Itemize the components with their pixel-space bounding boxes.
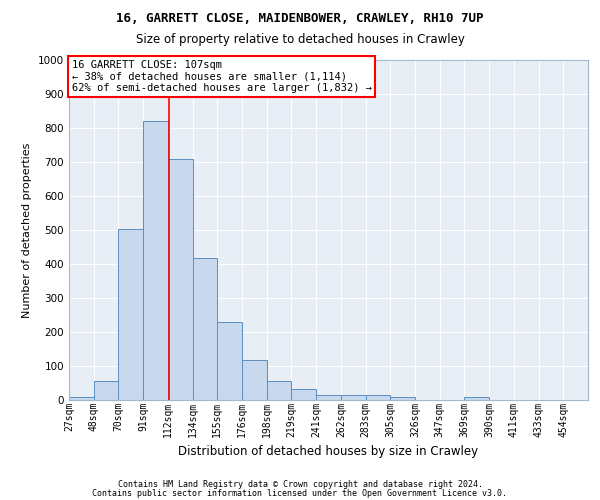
Bar bbox=[193, 258, 217, 400]
Bar bbox=[217, 322, 242, 400]
Bar bbox=[267, 382, 292, 400]
Bar bbox=[365, 395, 390, 400]
X-axis label: Distribution of detached houses by size in Crawley: Distribution of detached houses by size … bbox=[178, 445, 479, 458]
Y-axis label: Number of detached properties: Number of detached properties bbox=[22, 142, 32, 318]
Text: Contains public sector information licensed under the Open Government Licence v3: Contains public sector information licen… bbox=[92, 489, 508, 498]
Bar bbox=[168, 158, 193, 400]
Text: Size of property relative to detached houses in Crawley: Size of property relative to detached ho… bbox=[136, 32, 464, 46]
Bar bbox=[94, 380, 118, 400]
Bar bbox=[390, 398, 415, 400]
Text: Contains HM Land Registry data © Crown copyright and database right 2024.: Contains HM Land Registry data © Crown c… bbox=[118, 480, 482, 489]
Bar bbox=[464, 398, 489, 400]
Bar bbox=[316, 395, 341, 400]
Bar bbox=[292, 389, 316, 400]
Bar bbox=[143, 121, 168, 400]
Text: 16, GARRETT CLOSE, MAIDENBOWER, CRAWLEY, RH10 7UP: 16, GARRETT CLOSE, MAIDENBOWER, CRAWLEY,… bbox=[116, 12, 484, 26]
Bar bbox=[341, 395, 365, 400]
Bar bbox=[118, 229, 143, 400]
Text: 16 GARRETT CLOSE: 107sqm
← 38% of detached houses are smaller (1,114)
62% of sem: 16 GARRETT CLOSE: 107sqm ← 38% of detach… bbox=[71, 60, 371, 93]
Bar bbox=[69, 398, 94, 400]
Bar bbox=[242, 360, 267, 400]
